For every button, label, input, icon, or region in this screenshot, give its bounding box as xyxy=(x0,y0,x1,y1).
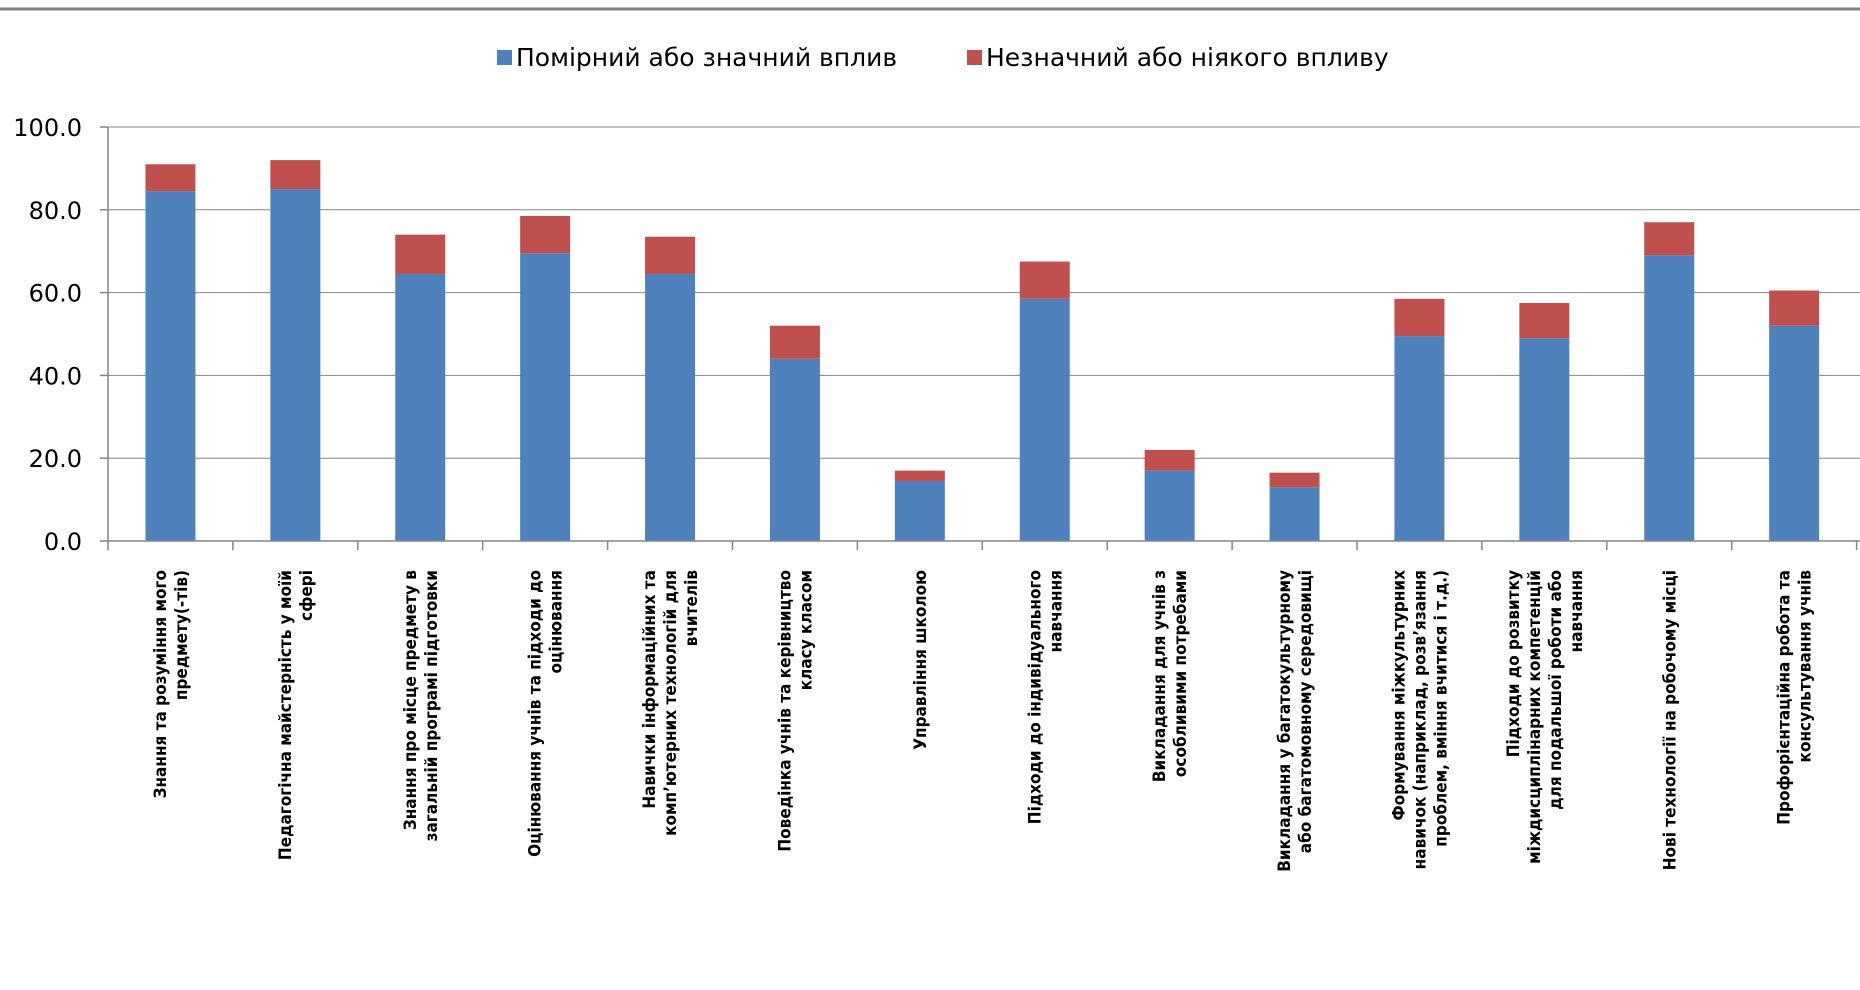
bar-segment-insignificant xyxy=(769,325,820,359)
x-category-label-line: Викладання у багатокультурному xyxy=(1275,570,1295,872)
bar-segment-insignificant xyxy=(1644,222,1695,256)
x-category-label: Нові технології на робочому місці xyxy=(1660,570,1680,870)
bar-segment-insignificant xyxy=(1519,302,1570,339)
bar-segment-insignificant xyxy=(645,236,696,274)
bar-segment-insignificant xyxy=(1019,261,1070,299)
x-category-label: Знання про місце предмету в загальній про… xyxy=(401,570,442,841)
bars xyxy=(145,160,1820,542)
x-category-label-line: Підходи до розвитку xyxy=(1504,570,1524,757)
bar-segment-insignificant xyxy=(1769,290,1820,326)
gridlines xyxy=(108,126,1860,459)
x-category-label: Формування міжкультурних навичок (наприкл… xyxy=(1389,570,1451,869)
bar-segment-insignificant xyxy=(1269,472,1320,488)
x-category-label-line: навчання xyxy=(1046,570,1066,652)
bar-segment-insignificant xyxy=(395,234,446,274)
x-category-label-line: Навички інформаційних та xyxy=(640,570,660,809)
bar-segment-significant xyxy=(1769,325,1820,541)
x-category-label-line: вчителів xyxy=(682,570,702,646)
bar-segment-significant xyxy=(1269,487,1320,541)
x-category-label-line: Оцінювання учнів та підходи до xyxy=(526,570,546,857)
bar-segment-significant xyxy=(1394,336,1445,541)
y-tick-label: 80.0 xyxy=(29,197,82,225)
y-tick-labels: 0.0 20.0 40.0 60.0 80.0 100.0 xyxy=(13,114,82,556)
x-category-label-line: міждисциплінарних компетенцій xyxy=(1525,570,1545,864)
x-category-label: Профорієнтаційна робота та консультування… xyxy=(1775,570,1816,825)
y-tick-label: 60.0 xyxy=(29,280,82,308)
legend-swatch-significant xyxy=(497,50,512,65)
y-tick-label: 0.0 xyxy=(44,528,82,556)
y-tick-label: 40.0 xyxy=(29,362,82,390)
x-category-label-line: Нові технології на робочому місці xyxy=(1660,570,1680,870)
x-category-label-line: Знання про місце предмету в xyxy=(401,570,421,830)
legend-label: Незначний або ніякого впливу xyxy=(986,43,1389,72)
y-tick-label: 20.0 xyxy=(29,445,82,473)
x-category-label: Навички інформаційних та комп’ютерних тех… xyxy=(640,570,702,836)
x-category-label-line: консультування учнів xyxy=(1796,570,1816,762)
bar-segment-significant xyxy=(395,273,446,541)
x-category-label-line: сфері xyxy=(297,570,317,621)
x-category-label-line: Поведінка учнів та керівництво xyxy=(775,570,795,852)
x-category-label-line: Знання та розуміння мого xyxy=(151,570,171,798)
x-category-label-line: загальній програмі підготовки xyxy=(422,570,442,841)
bar-segment-significant xyxy=(894,480,945,541)
bar-segment-significant xyxy=(1144,470,1195,541)
bar-segment-significant xyxy=(769,358,820,541)
x-category-label: Знання та розуміння мого предмету(-тів) xyxy=(151,570,192,798)
x-category-label: Управління школою xyxy=(911,570,931,750)
bar-segment-insignificant xyxy=(520,216,571,254)
x-category-label: Викладання для учнів з особливими потреба… xyxy=(1150,570,1191,782)
legend-label: Помірний або значний вплив xyxy=(516,43,897,72)
x-category-label-line: для подальшої роботи або xyxy=(1546,570,1566,810)
bar-segment-insignificant xyxy=(1394,298,1445,337)
x-category-label-line: Управління школою xyxy=(911,570,931,750)
x-category-label-line: Педагогічна майстерність у моїй xyxy=(276,570,296,860)
x-category-label: Викладання у багатокультурному або багато… xyxy=(1275,570,1316,872)
axes xyxy=(100,126,1860,550)
bar-segment-significant xyxy=(520,253,571,541)
bar-segment-significant xyxy=(270,189,321,541)
bar-segment-significant xyxy=(645,273,696,541)
x-category-label-line: навичок (наприклад, розв’язання xyxy=(1410,570,1430,869)
category-labels: Знання та розуміння мого предмету(-тів) Пе… xyxy=(151,570,1816,872)
bar-segment-insignificant xyxy=(894,470,945,481)
x-category-label-line: предмету(-тів) xyxy=(172,570,192,700)
x-category-label: Підходи до розвитку міждисциплінарних ком… xyxy=(1504,570,1587,864)
bar-segment-significant xyxy=(1644,255,1695,541)
bar-segment-significant xyxy=(1019,298,1070,541)
bar-segment-insignificant xyxy=(270,160,321,190)
bar-segment-significant xyxy=(1519,338,1570,541)
x-category-label-line: проблем, вміння вчитися і т.д.) xyxy=(1431,570,1451,847)
x-category-label-line: навчання xyxy=(1567,570,1587,652)
x-category-label-line: Профорієнтаційна робота та xyxy=(1775,570,1795,825)
bar-segment-insignificant xyxy=(1144,449,1195,471)
x-category-label-line: особливими потребами xyxy=(1171,570,1191,777)
x-category-label-line: класу класом xyxy=(796,570,816,690)
legend-swatch-insignificant xyxy=(967,50,982,65)
x-category-label-line: Підходи до індивідуального xyxy=(1025,570,1045,824)
x-category-label-line: або багатомовному середовищі xyxy=(1296,570,1316,853)
x-category-label-line: Викладання для учнів з xyxy=(1150,570,1170,782)
bar-segment-significant xyxy=(145,191,196,542)
x-category-label: Оцінювання учнів та підходи до оцінювання xyxy=(526,570,567,857)
x-category-label-line: оцінювання xyxy=(547,570,567,673)
legend: Помірний або значний вплив Незначний або … xyxy=(497,43,1389,72)
x-category-label: Педагогічна майстерність у моїй сфері xyxy=(276,570,317,860)
x-category-label: Підходи до індивідуального навчання xyxy=(1025,570,1066,824)
x-category-label: Поведінка учнів та керівництво класу клас… xyxy=(775,570,816,852)
x-category-label-line: Формування міжкультурних xyxy=(1389,570,1409,821)
y-tick-label: 100.0 xyxy=(13,114,82,142)
x-category-label-line: комп’ютерних технологій для xyxy=(661,570,681,836)
bar-segment-insignificant xyxy=(145,164,196,192)
